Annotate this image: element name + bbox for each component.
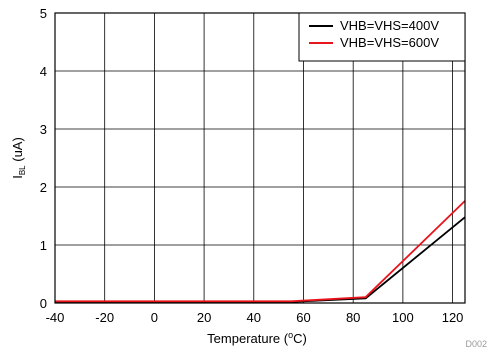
x-axis-label: Temperature (oC) [207, 330, 307, 346]
x-tick-label: 80 [346, 310, 360, 325]
x-tick-labels: -40 -20 0 20 40 60 80 100 120 [46, 310, 464, 325]
series-layer [55, 200, 466, 303]
series-line-2 [55, 200, 466, 303]
figure-id-label: D002 [465, 339, 487, 349]
x-tick-label: 100 [392, 310, 414, 325]
y-tick-label: 3 [40, 122, 47, 137]
x-axis-label-prefix: Temperature ( [207, 331, 289, 346]
x-tick-label: 0 [151, 310, 158, 325]
y-axis-label-main: I [10, 175, 25, 179]
x-tick-label: 40 [247, 310, 261, 325]
plot-frame [54, 12, 466, 304]
x-tick-label: -40 [46, 310, 65, 325]
x-axis-label-suffix: C) [293, 331, 307, 346]
x-tick-label: -20 [95, 310, 114, 325]
x-tick-label: 60 [296, 310, 310, 325]
y-tick-labels: 0 1 2 3 4 5 [40, 6, 47, 311]
legend-label-1: VHB=VHS=400V [340, 18, 439, 33]
y-tick-label: 5 [40, 6, 47, 21]
x-tick-label: 20 [197, 310, 211, 325]
legend-box [298, 12, 466, 62]
y-axis-label-suffix: (uA) [10, 137, 25, 165]
legend: VHB=VHS=400V VHB=VHS=600V [298, 12, 466, 62]
legend-label-2: VHB=VHS=600V [340, 35, 439, 50]
x-tick-label: 120 [442, 310, 464, 325]
y-tick-label: 2 [40, 180, 47, 195]
x-axis-label-sup: o [288, 330, 293, 340]
y-tick-label: 1 [40, 238, 47, 253]
y-axis-label-sub: BL [18, 165, 27, 175]
y-axis-label: IBL (uA) [10, 137, 27, 179]
y-tick-label: 4 [40, 64, 47, 79]
y-tick-label: 0 [40, 296, 47, 311]
